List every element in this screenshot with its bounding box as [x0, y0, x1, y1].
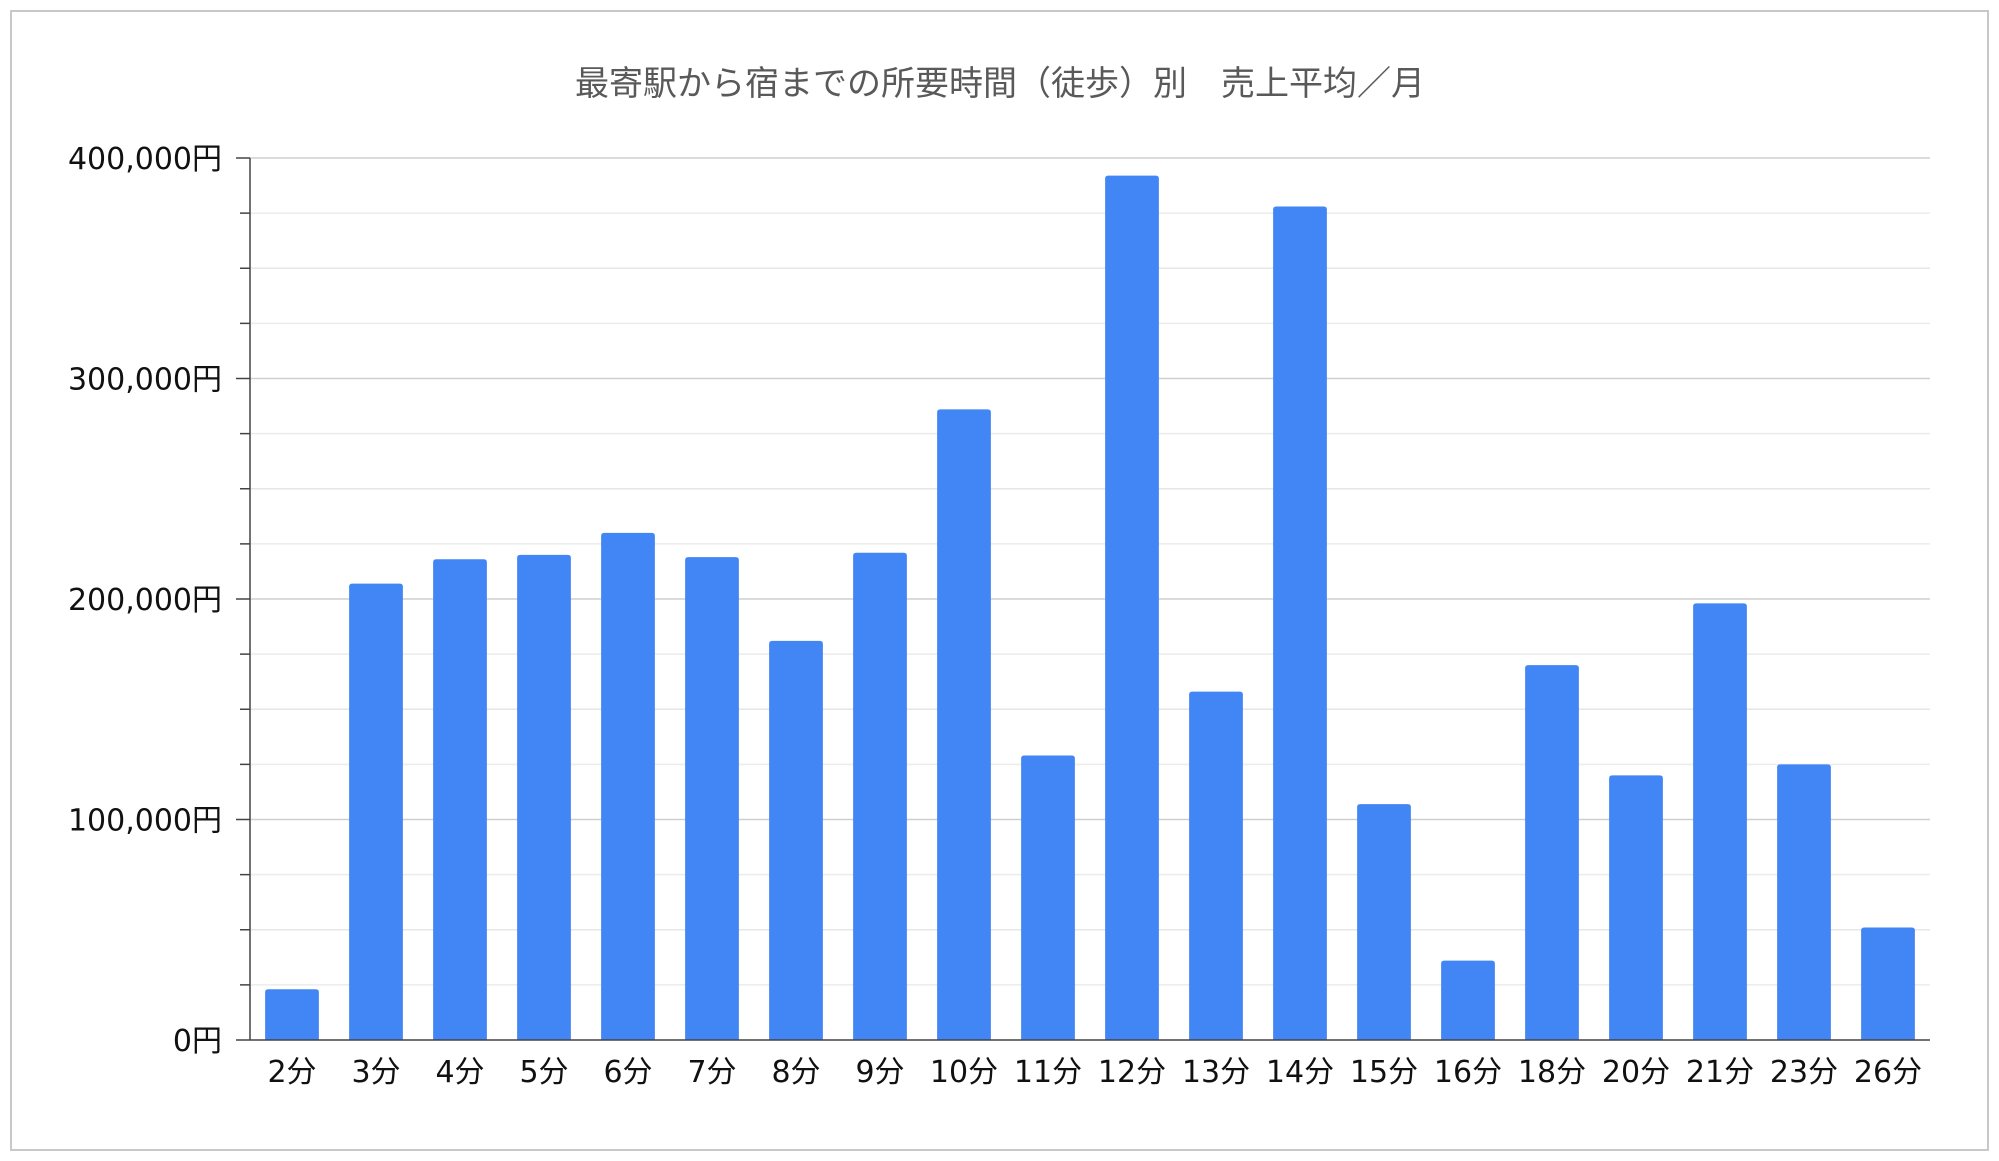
bar-5 [601, 532, 655, 1040]
bar-9 [937, 409, 991, 1040]
bar-16 [1525, 665, 1579, 1040]
x-tick-label: 20分 [1602, 1055, 1670, 1090]
bar-12 [1189, 691, 1243, 1040]
x-tick-label: 13分 [1182, 1055, 1250, 1090]
bar-14 [1357, 804, 1411, 1040]
bar-15 [1441, 960, 1495, 1040]
x-tick-label: 6分 [603, 1055, 652, 1090]
x-tick-label: 5分 [519, 1055, 568, 1090]
bar-3 [433, 559, 487, 1040]
x-tick-label: 4分 [435, 1055, 484, 1090]
bar-18 [1693, 603, 1747, 1040]
x-tick-label: 3分 [351, 1055, 400, 1090]
bar-20 [1861, 927, 1915, 1040]
x-tick-label: 8分 [771, 1055, 820, 1090]
x-tick-label: 15分 [1350, 1055, 1418, 1090]
x-tick-label: 9分 [855, 1055, 904, 1090]
bar-2 [349, 583, 403, 1040]
x-tick-label: 16分 [1434, 1055, 1502, 1090]
bar-7 [769, 640, 823, 1040]
x-tick-label: 11分 [1014, 1055, 1082, 1090]
bar-4 [517, 554, 571, 1040]
bar-10 [1021, 755, 1075, 1040]
y-tick-label: 100,000円 [68, 804, 222, 839]
x-tick-label: 7分 [687, 1055, 736, 1090]
x-tick-label: 18分 [1518, 1055, 1586, 1090]
bar-1 [265, 989, 319, 1040]
y-tick-label: 400,000円 [68, 142, 222, 177]
bar-19 [1777, 764, 1831, 1040]
gridlines [250, 157, 1930, 986]
y-axis: 0円 100,000円 200,000円 300,000円 400,000円 [68, 142, 251, 1059]
y-tick-label: 300,000円 [68, 363, 222, 398]
x-tick-label: 14分 [1266, 1055, 1334, 1090]
bar-13 [1273, 206, 1327, 1040]
y-tick-label: 200,000円 [68, 583, 222, 618]
bar-11 [1105, 175, 1159, 1040]
x-tick-label: 26分 [1854, 1055, 1922, 1090]
chart-title: 最寄駅から宿までの所要時間（徒歩）別 売上平均／月 [575, 64, 1425, 104]
x-tick-label: 23分 [1770, 1055, 1838, 1090]
bar-17 [1609, 775, 1663, 1040]
y-tick-label: 0円 [173, 1024, 222, 1059]
x-axis: 2分 3分 4分 5分 6分 7分 8分 9分 10分 11分 12分 13分 14分 15分 16分 18分… [250, 1039, 1930, 1090]
bar-6 [685, 557, 739, 1040]
x-tick-label: 21分 [1686, 1055, 1754, 1090]
x-tick-label: 12分 [1098, 1055, 1166, 1090]
x-tick-label: 10分 [930, 1055, 998, 1090]
x-tick-label: 2分 [267, 1055, 316, 1090]
bars [265, 175, 1915, 1040]
bar-8 [853, 552, 907, 1040]
